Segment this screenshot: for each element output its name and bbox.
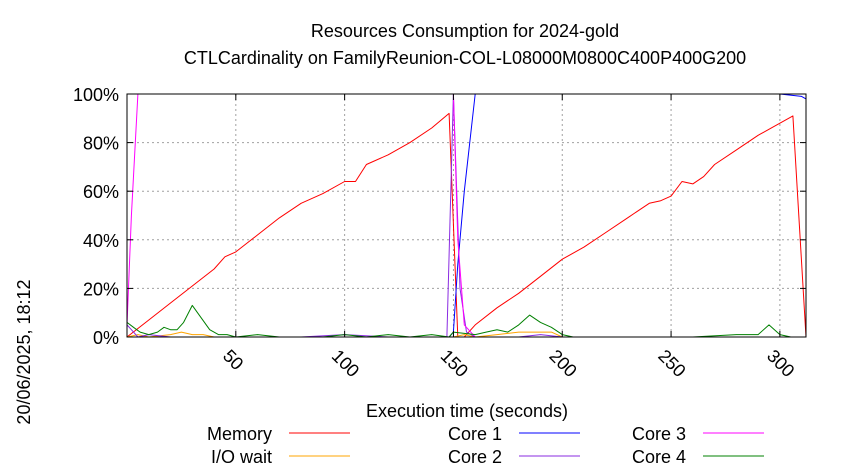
y-tick-label: 80% bbox=[83, 134, 119, 154]
chart-subtitle: CTLCardinality on FamilyReunion-COL-L080… bbox=[184, 48, 746, 68]
x-tick-label: 200 bbox=[545, 346, 580, 381]
x-tick-label: 150 bbox=[437, 346, 472, 381]
x-tick-label: 250 bbox=[654, 346, 689, 381]
series-line-core-3 bbox=[126, 93, 806, 338]
y-tick-label: 0% bbox=[93, 328, 119, 348]
series-line-core-1 bbox=[127, 93, 807, 338]
legend-label-core-4: Core 4 bbox=[632, 447, 686, 467]
y-tick-label: 100% bbox=[73, 85, 119, 105]
legend-label-core-3: Core 3 bbox=[632, 424, 686, 444]
y-tick-label: 60% bbox=[83, 182, 119, 202]
series-line-memory bbox=[126, 112, 807, 338]
x-tick-label: 100 bbox=[328, 346, 363, 381]
x-axis-label: Execution time (seconds) bbox=[366, 401, 568, 421]
legend-label-memory: Memory bbox=[207, 424, 272, 444]
y-tick-label: 40% bbox=[83, 231, 119, 251]
legend-label-i-o-wait: I/O wait bbox=[211, 447, 272, 467]
x-tick-label: 300 bbox=[763, 346, 798, 381]
plot-frame bbox=[126, 93, 807, 338]
axis-ticks: 0% 20% 40% 60% 80% 100% 50 100 150 200 250 300 bbox=[73, 85, 806, 381]
series-line-core-2 bbox=[126, 93, 806, 338]
side-timestamp: 20/06/2025, 18:12 bbox=[14, 279, 34, 424]
chart-title: Resources Consumption for 2024-gold bbox=[311, 21, 619, 41]
series-lines bbox=[126, 93, 807, 338]
x-tick-label: 50 bbox=[219, 346, 247, 374]
y-tick-label: 20% bbox=[83, 279, 119, 299]
legend-label-core-2: Core 2 bbox=[448, 447, 502, 467]
legend: Memory I/O wait Core 1 Core 2 Core 3 Core 4 bbox=[207, 424, 764, 467]
grid-lines bbox=[127, 94, 806, 337]
legend-label-core-1: Core 1 bbox=[448, 424, 502, 444]
